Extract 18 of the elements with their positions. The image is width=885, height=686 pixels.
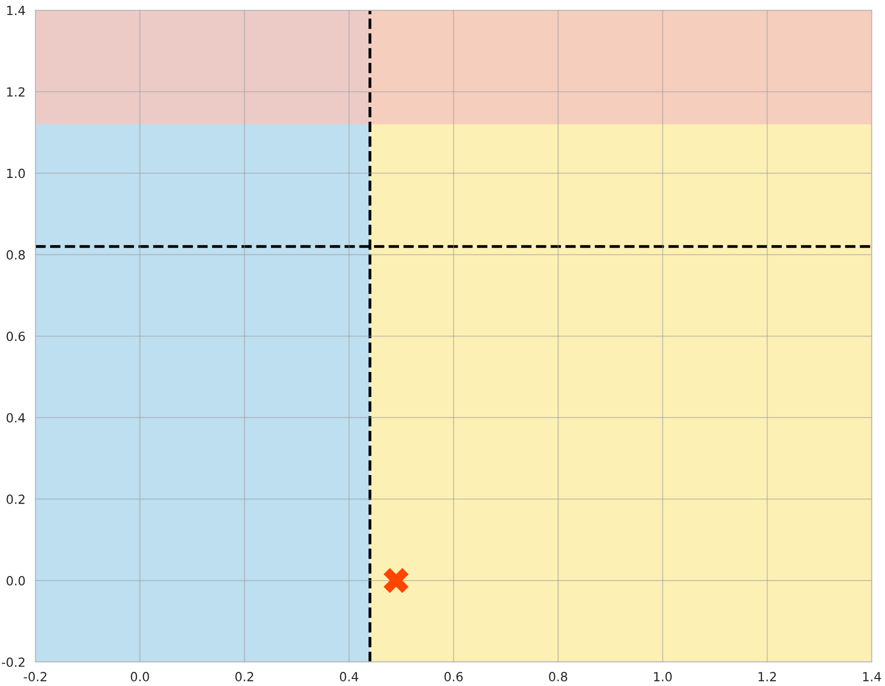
x-tick-label: 1.0 <box>654 672 672 682</box>
y-tick-label: 1.0 <box>7 168 25 178</box>
x-tick-label: 1.4 <box>863 672 881 682</box>
x-tick-label: 0.2 <box>235 672 254 682</box>
y-tick-label: 1.4 <box>7 6 25 16</box>
y-tick-label: 0.2 <box>6 494 24 504</box>
y-tick-label: 1.2 <box>7 87 24 96</box>
x-tick-label: 0.0 <box>130 672 150 682</box>
x-tick-label: 0.4 <box>340 672 358 682</box>
y-tick-label: -0.2 <box>2 657 24 667</box>
y-tick-label: 0.4 <box>6 413 25 423</box>
y-tick-label: 0.8 <box>6 250 25 260</box>
y-tick-label: 0.0 <box>6 576 25 586</box>
y-tick-label: 0.6 <box>6 332 25 342</box>
x-tick-label: -0.2 <box>24 672 46 682</box>
x-tick-label: 1.2 <box>758 672 776 682</box>
x-tick-label: 0.6 <box>444 672 463 682</box>
x-tick-label: 0.8 <box>548 672 568 682</box>
